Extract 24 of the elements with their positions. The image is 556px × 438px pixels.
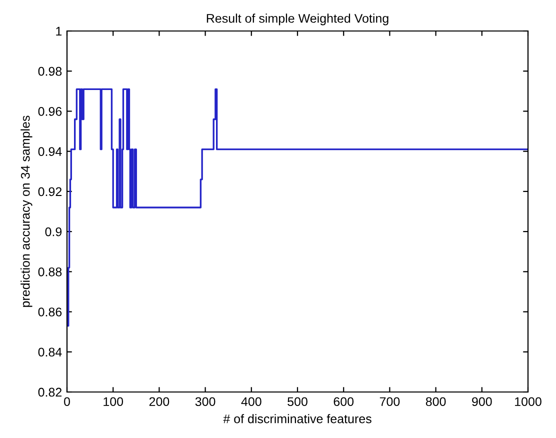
- x-tick-label: 1000: [515, 397, 542, 406]
- y-tick-label: 0.94: [38, 147, 62, 156]
- y-tick-label: 0.84: [38, 348, 62, 357]
- x-tick-label: 600: [334, 397, 354, 406]
- x-tick-label: 400: [241, 397, 262, 406]
- x-tick-label: 800: [426, 397, 446, 406]
- y-tick-label: 0.86: [38, 308, 62, 316]
- x-tick-label: 100: [104, 397, 124, 406]
- y-tick-label: 0.82: [38, 388, 62, 397]
- y-axis-title: prediction accuracy on 34 samples: [20, 116, 32, 307]
- y-tick-label: 0.88: [38, 267, 62, 276]
- x-tick-label: 0: [64, 397, 70, 406]
- x-tick-label: 200: [149, 397, 170, 406]
- x-tick-label: 700: [380, 397, 400, 406]
- y-tick-label: 0.92: [38, 187, 62, 196]
- x-axis-title: # of discriminative features: [223, 414, 372, 424]
- y-tick-label: 0.9: [45, 227, 62, 236]
- x-tick-label: 900: [472, 397, 492, 406]
- y-tick-label: 0.96: [38, 107, 62, 116]
- y-tick-label: 0.98: [38, 66, 62, 76]
- chart-title: Result of simple Weighted Voting: [206, 14, 388, 26]
- x-tick-label: 300: [195, 397, 216, 406]
- x-tick-label: 500: [288, 397, 308, 406]
- y-tick-label: 1: [56, 26, 62, 36]
